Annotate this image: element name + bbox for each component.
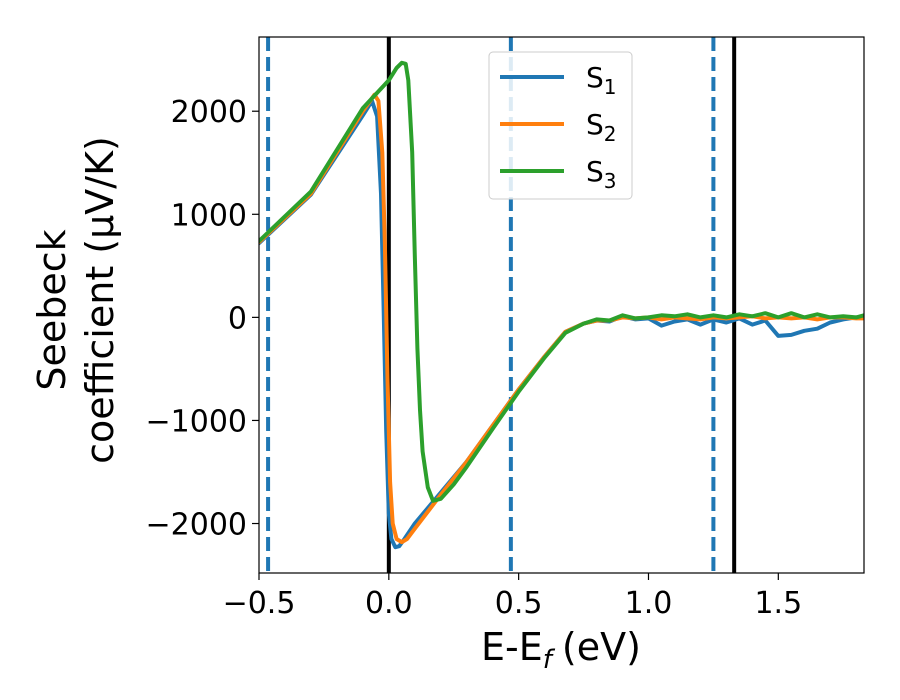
y-tick-label: 2000 — [171, 95, 247, 130]
y-axis-label-line2: coefficient (μV/K) — [78, 136, 122, 464]
x-tick-label: 1.5 — [754, 586, 802, 621]
legend: S1 S2 S3 — [488, 51, 633, 200]
x-tick-label: 0.0 — [365, 586, 413, 621]
legend-label-s1: S1 — [586, 61, 617, 99]
legend-label-s2: S2 — [586, 108, 617, 146]
y-tick-label: −2000 — [146, 508, 247, 543]
y-axis-label-line1: Seebeck — [30, 229, 74, 390]
y-tick-label: −1000 — [146, 404, 247, 439]
y-tick-label: 1000 — [171, 198, 247, 233]
y-tick-label: 0 — [228, 301, 247, 336]
x-tick-label: −0.5 — [223, 586, 296, 621]
x-tick-label: 0.5 — [495, 586, 543, 621]
x-tick-label: 1.0 — [625, 586, 673, 621]
x-axis-label: E-Ef (eV) — [481, 625, 641, 675]
series-line-s3 — [259, 60, 864, 503]
legend-label-s3: S3 — [586, 155, 617, 193]
axes-frame — [258, 36, 865, 574]
